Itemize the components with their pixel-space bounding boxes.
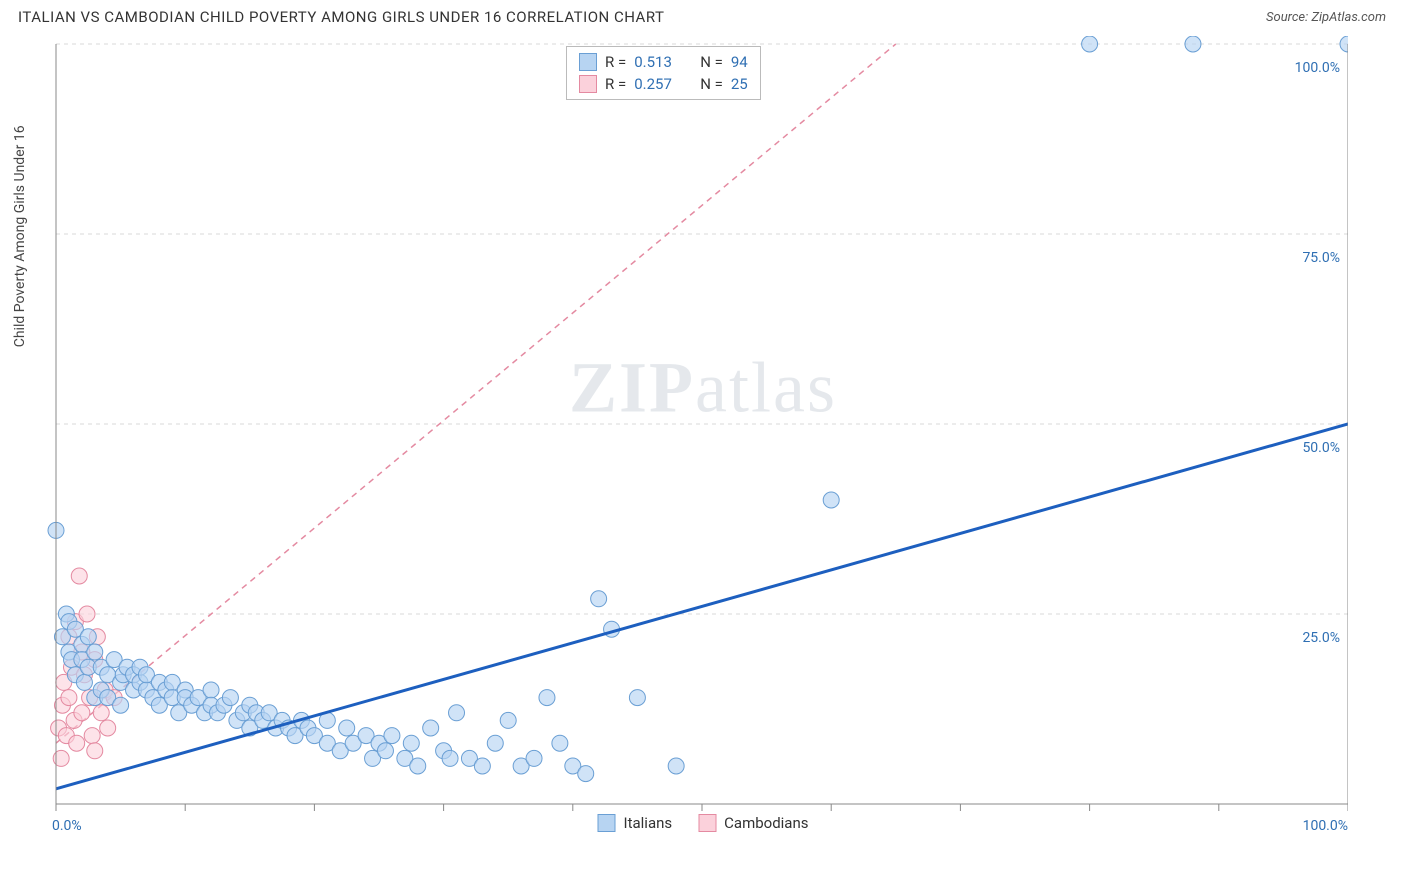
r-value: 0.513 [634,53,682,71]
data-point [423,720,439,736]
data-point [578,766,594,782]
x-end-label: 100.0% [1303,818,1348,834]
data-point [526,750,542,766]
y-axis-label: Child Poverty Among Girls Under 16 [12,125,28,347]
y-tick-label: 100.0% [1295,60,1340,76]
r-label: R = [605,53,626,71]
data-point [339,720,355,736]
scatter-chart: 25.0% 50.0% 75.0% 100.0% 0.0% 100.0% [18,36,1348,836]
r-label: R = [605,75,626,93]
data-point [1340,36,1348,52]
y-tick-label: 50.0% [1302,440,1340,456]
x-start-label: 0.0% [52,818,82,834]
legend-label: Italians [624,814,673,832]
data-point [384,728,400,744]
data-point [1185,36,1201,52]
data-point [1082,36,1098,52]
data-point [500,712,516,728]
data-point [79,606,95,622]
legend-item: Italians [598,814,673,832]
source-label: Source: ZipAtlas.com [1266,10,1386,25]
data-point [668,758,684,774]
legend-label: Cambodians [724,814,808,832]
data-point [539,690,555,706]
source-link[interactable]: ZipAtlas.com [1311,10,1386,25]
y-tick-label: 25.0% [1302,630,1340,646]
data-point [69,735,85,751]
data-point [410,758,426,774]
data-point [93,705,109,721]
chart-container: Child Poverty Among Girls Under 16 25.0%… [18,36,1388,836]
data-point [552,735,568,751]
n-label: N = [700,53,723,71]
data-point [474,758,490,774]
data-point [377,743,393,759]
legend-item: Cambodians [698,814,808,832]
data-point [823,492,839,508]
stats-row: R = 0.513 N = 94 [567,51,760,73]
source-prefix: Source: [1266,10,1311,25]
data-point [87,743,103,759]
data-point [100,720,116,736]
data-point [74,705,90,721]
data-point [76,674,92,690]
data-point [591,591,607,607]
data-point [222,690,238,706]
chart-title: ITALIAN VS CAMBODIAN CHILD POVERTY AMONG… [18,8,664,26]
data-point [442,750,458,766]
r-value: 0.257 [634,75,682,93]
stats-row: R = 0.257 N = 25 [567,73,760,95]
stats-box: R = 0.513 N = 94 R = 0.257 N = 25 [566,46,761,100]
n-label: N = [700,75,723,93]
y-tick-label: 75.0% [1302,250,1340,266]
data-point [203,682,219,698]
data-point [403,735,419,751]
data-point [113,697,129,713]
data-point [84,728,100,744]
legend-swatch [579,75,597,93]
n-value: 94 [731,53,748,71]
data-point [61,690,77,706]
legend-swatch [698,814,716,832]
data-point [449,705,465,721]
data-point [71,568,87,584]
legend-swatch [579,53,597,71]
data-point [87,644,103,660]
legend-swatch [598,814,616,832]
series-legend: Italians Cambodians [598,814,809,832]
data-point [629,690,645,706]
data-point [487,735,503,751]
data-point [80,629,96,645]
n-value: 25 [731,75,748,93]
